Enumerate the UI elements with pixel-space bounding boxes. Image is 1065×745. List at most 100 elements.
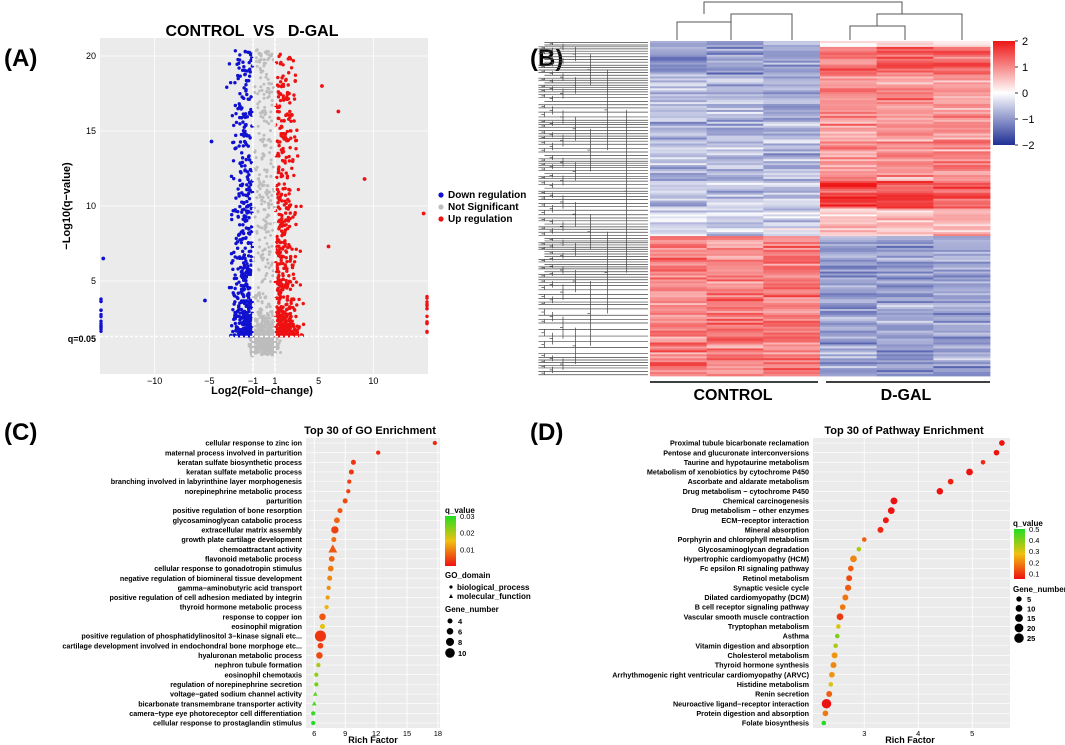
heatmap-cell [650,356,708,359]
heatmap-cell [650,161,708,164]
volcano-point-down [229,251,234,256]
heatmap-cell [706,135,764,138]
volcano-point-ns [254,338,258,342]
heatmap-cell [706,173,764,176]
volcano-point-ns [270,90,274,94]
volcano-point-ns [253,90,257,94]
heatmap-cell [706,82,764,85]
volcano-point-down [240,249,245,254]
volcano-point-up [281,159,285,163]
volcano-point-down [239,307,244,312]
go-point [337,508,343,514]
go-point [316,662,321,668]
heatmap-cell [820,56,878,60]
heatmap-cell [933,153,991,156]
go-domain-bp-label: biological_process [457,583,530,592]
heatmap-cell [933,86,991,89]
heatmap-cell [650,312,708,316]
heatmap-cell [820,153,878,156]
heatmap-cell [820,109,878,113]
heatmap-cell [650,113,708,117]
heatmap-cell [933,192,991,196]
heatmap-cell [820,224,878,227]
heatmap-cell [706,214,764,217]
pathway-term-label: Folate biosynthesis [742,719,809,728]
heatmap-cell [650,214,708,217]
volcano-point-ns [258,315,262,319]
heatmap-cell [876,236,934,239]
heatmap-cell [650,336,708,339]
volcano-point-down [242,265,247,269]
volcano-point-up [292,97,297,101]
heatmap-cell [650,121,708,125]
volcano-point-down [249,206,253,211]
volcano-point-up [279,119,284,123]
heatmap-cell [763,109,821,113]
heatmap-cell [933,346,991,349]
volcano-point-down [244,314,248,319]
heatmap-cell [820,143,878,146]
volcano-point-ns [256,224,260,228]
volcano-point-ns [262,137,266,141]
heatmap-cell [933,147,991,150]
volcano-point-up [283,186,287,191]
volcano-point-down [246,191,251,196]
volcano-point-down [99,324,103,329]
heatmap-cell [876,362,934,365]
volcano-point-ns [267,252,271,256]
heatmap-cell [820,275,878,278]
heatmap-cell [706,198,764,202]
heatmap-cell [763,253,821,257]
go-term-label: parturition [266,497,302,506]
volcano-point-ns [261,256,265,260]
heatmap-cell [820,318,878,322]
heatmap-cell [706,100,764,103]
heatmap-cell [650,88,708,91]
volcano-point-ns [261,152,265,156]
go-x-tick-label: 6 [312,729,316,738]
heatmap-cell [876,283,934,286]
volcano-point-up [284,278,288,283]
heatmap-cell [706,64,764,68]
go-qvalue-ticks: 0.030.020.01 [460,512,475,554]
volcano-point-down [234,120,239,125]
volcano-point-ns [258,66,262,70]
heatmap-cell [650,299,708,302]
heatmap-cell [706,374,764,377]
heatmap-cell [650,178,708,182]
volcano-point-up [297,326,301,330]
volcano-point-ns [268,82,272,86]
volcano-point-ns [268,280,272,284]
heatmap-cell [650,348,708,351]
volcano-point-down [248,232,252,236]
volcano-point-ns [253,150,257,154]
heatmap-cell [876,62,934,66]
volcano-point-down [235,62,239,66]
pathway-term-label: ECM−receptor interaction [721,516,809,525]
heatmap-cell [706,200,764,203]
volcano-point-up [290,297,294,301]
volcano-point-up [290,283,295,288]
heatmap-cell [650,115,708,119]
heatmap-cell [933,273,991,276]
volcano-point-ns [247,342,251,346]
volcano-point-up [294,222,298,227]
volcano-point-up [362,177,367,181]
volcano-point-up [285,294,290,299]
volcano-point-ns [269,158,273,162]
heatmap-cell [650,58,708,62]
heatmap-cell [933,318,991,322]
heatmap-cell [933,242,991,245]
heatmap-cell [933,68,991,71]
volcano-point-down [242,86,246,90]
heatmap-cell [650,104,708,107]
heatmap-cell [820,194,878,198]
heatmap-cell [820,261,878,265]
volcano-point-up [294,147,298,151]
heatmap-cell [933,109,991,113]
heatmap-cell [763,226,821,229]
go-qvalue-tick-label: 0.01 [460,545,475,554]
heatmap-cell [933,307,991,310]
volcano-point-down [238,204,242,209]
volcano-point-up [288,314,293,319]
